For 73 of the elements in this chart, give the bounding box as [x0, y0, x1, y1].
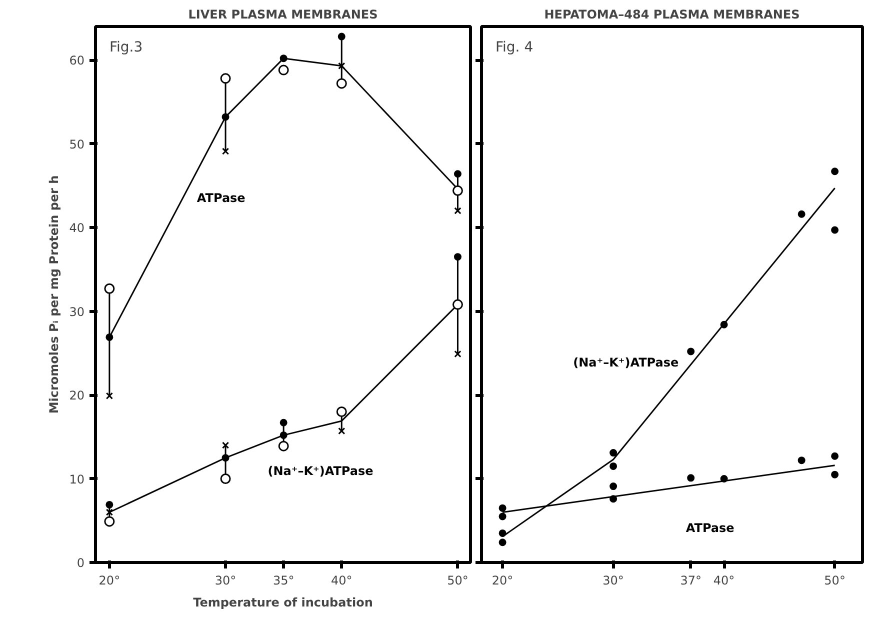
point [610, 495, 618, 503]
point [498, 529, 506, 537]
point [831, 226, 839, 234]
point [106, 392, 114, 400]
point [280, 54, 288, 62]
point [831, 452, 839, 460]
point [106, 508, 114, 516]
point [687, 474, 695, 482]
point [106, 500, 114, 508]
point [720, 475, 728, 482]
x-tick-label: 30° [602, 574, 624, 588]
point [454, 350, 462, 358]
x-tick-label: 20° [98, 574, 120, 588]
y-axis-title: Micromoles Pᵢ per mg Protein per h [47, 175, 62, 414]
point [336, 78, 347, 89]
x-tick-label: 50° [824, 574, 846, 588]
y-tick-label: 10 [69, 472, 85, 486]
x-tick-label: 35° [272, 574, 294, 588]
point [280, 431, 288, 439]
point [278, 440, 289, 452]
point [452, 299, 463, 310]
point [454, 253, 462, 261]
point [687, 348, 695, 356]
x-tick-label: 30° [214, 574, 236, 588]
point [280, 418, 288, 426]
point [452, 185, 463, 196]
annotation: Fig. 4 [496, 40, 534, 56]
point [338, 62, 346, 70]
series-label: (Na⁺–K⁺)ATPase [268, 464, 374, 478]
chart-title: HEPATOMA–484 PLASMA MEMBRANES [544, 8, 800, 22]
x-tick-label: 37° [680, 574, 702, 588]
point [220, 474, 231, 484]
point [278, 64, 289, 76]
chart-title: LIVER PLASMA MEMBRANES [188, 8, 378, 22]
point [104, 283, 115, 294]
point [498, 504, 506, 512]
point [498, 538, 506, 546]
point [338, 32, 346, 40]
y-tick-label: 30 [69, 304, 85, 319]
x-tick-label: 20° [492, 574, 514, 588]
point [454, 170, 462, 178]
point [610, 482, 618, 490]
x-tick-label: 40° [713, 574, 735, 588]
series-label: ATPase [196, 190, 246, 205]
point [498, 512, 506, 520]
x-axis-title: Temperature of incubation [193, 596, 373, 610]
point [220, 73, 231, 84]
annotation: Fig.3 [110, 40, 143, 56]
point [338, 427, 346, 435]
point [798, 210, 806, 218]
text: ATPase [686, 520, 734, 535]
point [222, 148, 230, 155]
y-tick-label: 40 [69, 221, 85, 235]
y-tick-label: 60 [69, 54, 85, 68]
point [222, 113, 230, 121]
y-tick-label: 20 [69, 388, 85, 402]
point [104, 516, 115, 527]
y-tick-label: 0 [76, 556, 85, 570]
point [336, 406, 347, 417]
point [798, 456, 806, 464]
point [222, 442, 230, 449]
series-label: (Na⁺–K⁺)ATPase [573, 355, 679, 370]
point [720, 320, 728, 328]
x-tick-label: 50° [447, 574, 468, 588]
point [831, 470, 839, 478]
x-tick-label: 40° [330, 574, 352, 588]
point [222, 454, 230, 462]
point [831, 168, 839, 176]
point [610, 449, 618, 457]
point [610, 462, 618, 470]
y-tick-label: 50 [69, 137, 85, 152]
point [106, 333, 114, 341]
point [454, 207, 462, 214]
